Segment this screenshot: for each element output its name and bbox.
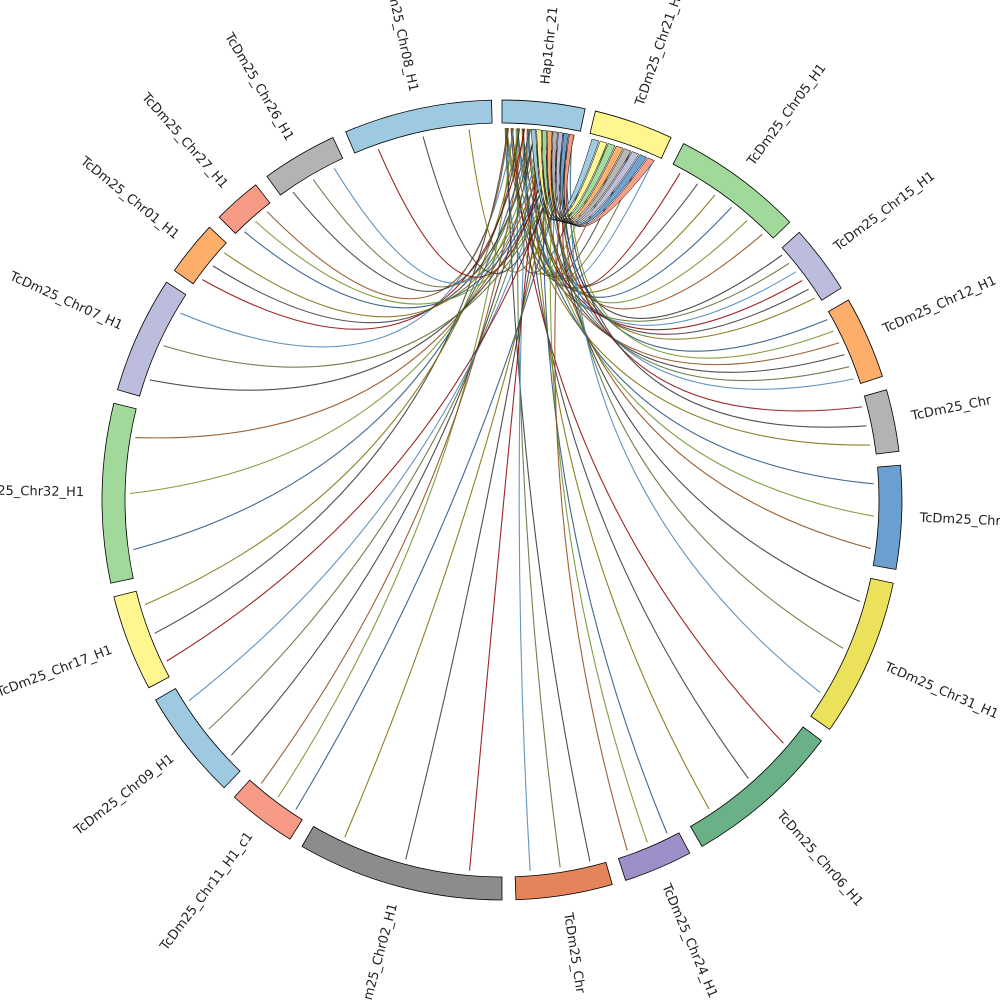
chromosome-segment-cC: [872, 464, 903, 570]
chromosome-label-c26: TcDm25_Chr26_H1: [221, 30, 297, 144]
chromosome-segment-c05: [672, 143, 791, 239]
synteny-link: [550, 131, 861, 603]
synteny-link: [260, 128, 525, 784]
synteny-link: [163, 134, 575, 368]
chromosome-label-c17: TcDm25_Chr17_H1: [0, 643, 114, 701]
chromosome-label-c15: TcDm25_Chr15_H1: [831, 169, 939, 255]
chromosome-segment-cE: [514, 861, 613, 901]
synteny-ribbon: [530, 128, 600, 221]
synteny-ribbon: [541, 129, 616, 222]
chromosome-segment-c11: [233, 779, 303, 840]
synteny-ribbon: [551, 131, 632, 224]
chromosome-label-hap: Hap1chr_21: [538, 6, 561, 85]
chromosome-label-c32: TcDm25_Chr32_H1: [0, 483, 84, 500]
chromosome-label-c05: TcDm25_Chr05_H1: [744, 61, 829, 169]
synteny-link: [563, 133, 783, 319]
synteny-link: [312, 129, 532, 288]
chromosome-segment-c06: [689, 726, 823, 847]
synteny-link: [292, 128, 521, 292]
synteny-link: [468, 129, 575, 273]
synteny-link: [377, 131, 554, 278]
synteny-link: [180, 128, 515, 348]
synteny-link: [135, 131, 553, 439]
chromosome-label-c01: TcDm25_Chr01_H1: [77, 153, 182, 242]
chromosome-label-c27: TcDm25_Chr27_H1: [138, 90, 231, 192]
chromosome-segment-c24: [617, 832, 691, 881]
synteny-link: [533, 129, 710, 810]
synteny-link: [144, 128, 520, 606]
synteny-link: [231, 129, 536, 756]
chromosome-ring: [101, 99, 903, 901]
chromosome-label-c08: TcDm25_Chr08_H1: [380, 0, 421, 93]
synteny-ribbon: [536, 129, 608, 222]
synteny-link: [129, 129, 542, 495]
synteny-link: [539, 129, 871, 550]
synteny-link: [333, 130, 543, 284]
chromosome-label-c09: TcDm25_Chr09_H1: [71, 751, 177, 839]
chromosome-segment-c12: [827, 299, 883, 385]
synteny-link: [244, 132, 559, 309]
chromosome-label-c11: TcDm25_Chr11_H1_c1: [157, 829, 256, 954]
chromosome-segment-c32: [101, 402, 137, 584]
synteny-link: [202, 128, 526, 330]
chromosome-segment-c17: [113, 590, 170, 689]
chromosome-segment-c08: [345, 99, 493, 154]
chromosome-segment-c15: [781, 231, 842, 301]
synteny-link: [277, 128, 514, 798]
synteny-link: [569, 134, 821, 693]
chromosome-segment-c26: [266, 136, 344, 196]
synteny-link: [344, 132, 563, 838]
chromosome-label-c07: TcDm25_Chr07_H1: [6, 269, 124, 334]
synteny-ribbon: [547, 130, 624, 223]
synteny-link: [223, 130, 548, 318]
synteny-ribbon: [563, 133, 655, 227]
chromosome-segment-c01: [173, 226, 227, 285]
chromosome-label-cB: TcDm25_Chr: [909, 393, 993, 424]
synteny-ribbon: [556, 132, 640, 225]
chromosome-label-cE: TcDm25_Chr: [560, 911, 588, 995]
synteny-link: [542, 130, 668, 834]
synteny-link: [295, 134, 574, 810]
synteny-link: [266, 127, 510, 300]
synteny-link: [133, 128, 531, 551]
chromosome-segment-c31: [810, 577, 894, 730]
synteny-link: [149, 132, 564, 391]
synteny-link: [553, 131, 763, 310]
chromosome-segment-c07: [117, 281, 187, 397]
synteny-link: [560, 132, 844, 649]
chromosome-segment-c27: [218, 184, 271, 234]
synteny-link: [405, 131, 552, 860]
synteny-link: [208, 130, 547, 730]
chromosome-segment-c21: [589, 110, 672, 159]
chromosome-label-c24: TcDm25_Chr24_H1: [658, 881, 720, 1000]
chromosome-label-cC: TcDm25_Chr: [918, 511, 1000, 530]
chromosome-label-c21: TcDm25_Chr21_H1: [632, 0, 687, 109]
chromosome-segment-c02: [301, 825, 503, 901]
chromosome-label-c02: TcDm25_Chr02_H1: [355, 902, 401, 1000]
chromosome-label-c06: TcDm25_Chr06_H1: [773, 807, 866, 909]
synteny-links: [129, 127, 874, 871]
synteny-ribbon: [559, 132, 648, 226]
synteny-link: [549, 131, 648, 843]
synteny-link: [469, 129, 541, 871]
chromosome-label-c12: TcDm25_Chr12_H1: [880, 273, 999, 337]
chromosome-segment-cB: [863, 389, 900, 455]
synteny-link: [422, 132, 564, 274]
chromosome-label-c31: TcDm25_Chr31_H1: [881, 659, 1000, 722]
synteny-link: [554, 133, 628, 851]
chromosome-segment-c09: [155, 687, 241, 789]
chromosome-segment-hap: [501, 99, 586, 132]
